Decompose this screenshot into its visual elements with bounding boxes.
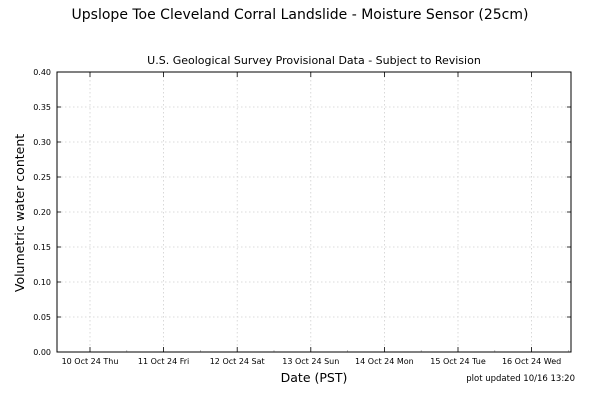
y-tick-labels: 0.00 0.05 0.10 0.15 0.20 0.25 0.30 0.35 0.40 (33, 68, 51, 357)
chart-title: Upslope Toe Cleveland Corral Landslide -… (72, 7, 529, 23)
plot-frame (56, 71, 572, 353)
y-tick-label: 0.25 (33, 173, 51, 182)
y-axis-label: Volumetric water content (12, 134, 27, 292)
y-tick-label: 0.40 (33, 68, 51, 77)
y-tick-label: 0.15 (33, 243, 51, 252)
plot-updated-note: plot updated 10/16 13:20 (466, 374, 575, 384)
x-axis-label: Date (PST) (281, 370, 348, 385)
x-tick-labels: 10 Oct 24 Thu 11 Oct 24 Fri 12 Oct 24 Sat 1… (62, 357, 562, 366)
x-tick-label: 16 Oct 24 Wed (502, 357, 561, 366)
gridlines (57, 72, 571, 352)
x-tick-label: 15 Oct 24 Tue (430, 357, 486, 366)
x-tick-label: 13 Oct 24 Sun (282, 357, 339, 366)
x-tick-label: 11 Oct 24 Fri (138, 357, 189, 366)
y-tick-label: 0.05 (33, 313, 51, 322)
y-tick-label: 0.10 (33, 278, 51, 287)
x-tick-label: 10 Oct 24 Thu (62, 357, 119, 366)
y-tick-label: 0.35 (33, 103, 51, 112)
y-tick-label: 0.30 (33, 138, 51, 147)
x-tick-label: 14 Oct 24 Mon (355, 357, 414, 366)
y-tick-label: 0.00 (33, 348, 51, 357)
y-tick-label: 0.20 (33, 208, 51, 217)
chart-subtitle: U.S. Geological Survey Provisional Data … (147, 54, 481, 67)
x-tick-label: 12 Oct 24 Sat (210, 357, 265, 366)
